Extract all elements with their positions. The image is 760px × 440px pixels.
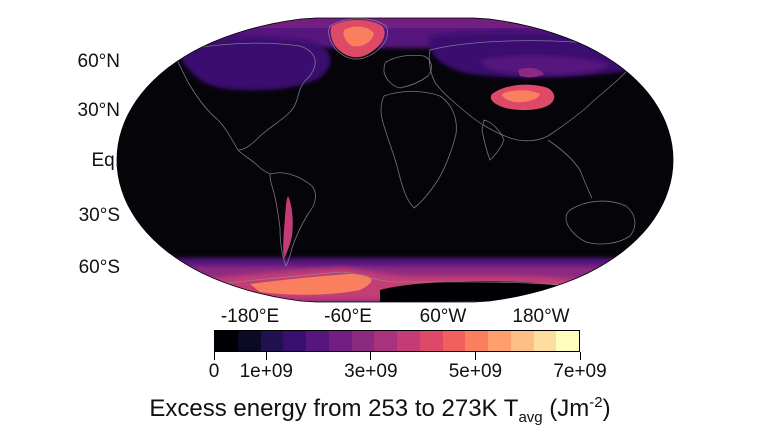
- colorbar-tick-mark-4: [579, 352, 581, 360]
- colorbar-title-sup: -2: [589, 394, 603, 411]
- colorbar-swatch-14: [533, 331, 557, 351]
- colorbar-title: Excess energy from 253 to 273K Tavg (Jm-…: [0, 394, 760, 426]
- coast-greenland: [328, 18, 388, 60]
- colorbar-tick-mark-1: [265, 352, 267, 360]
- siberia-shading-strong: [480, 55, 610, 75]
- colorbar-title-main: Excess energy from 253 to 273K T: [149, 395, 519, 422]
- antarctic-peninsula-hotspot: [250, 274, 372, 295]
- lat-label-30n: 30°N: [77, 100, 120, 121]
- colorbar-swatch-0: [215, 331, 238, 351]
- coast-africa: [380, 91, 457, 209]
- lat-label-60n: 60°N: [77, 51, 120, 72]
- lat-label-eq: Eq.: [91, 150, 120, 171]
- colorbar-swatch-4: [306, 331, 329, 351]
- coast-central-america: [237, 149, 271, 175]
- coast-north-america: [174, 42, 316, 151]
- coast-southeast-asia: [547, 139, 593, 199]
- north-america-shading: [175, 36, 331, 91]
- arctic-band-strong: [140, 18, 640, 28]
- tibet-hotspot-core: [502, 90, 540, 103]
- colorbar: [214, 330, 580, 352]
- colorbar-swatch-11: [465, 331, 488, 351]
- mongolia-shading: [518, 67, 544, 78]
- coast-south-america: [269, 172, 316, 267]
- coast-india: [481, 119, 505, 161]
- colorbar-tick-label-3: 5e+09: [448, 361, 503, 382]
- colorbar-title-unit: (Jm: [542, 395, 590, 422]
- colorbar-swatch-15: [556, 331, 579, 351]
- colorbar-swatch-9: [419, 331, 443, 351]
- colorbar-tick-label-2: 3e+09: [344, 361, 398, 382]
- coast-australia: [565, 200, 636, 245]
- colorbar-swatch-1: [237, 331, 261, 351]
- colorbar-tick-mark-0: [213, 352, 215, 360]
- map-border: [116, 17, 674, 303]
- greenland-hotspot-core: [343, 26, 374, 47]
- colorbar-title-sub: avg: [518, 408, 543, 426]
- colorbar-swatch-8: [397, 331, 420, 351]
- colorbar-tick-label-0: 0: [208, 361, 220, 382]
- colorbar-swatch-2: [260, 331, 284, 351]
- lon-label-m60e: -60°E: [324, 306, 372, 327]
- lon-label-m180e: -180°E: [220, 306, 280, 327]
- colorbar-swatch-7: [374, 331, 397, 351]
- lon-label-60w: 60°W: [419, 306, 467, 327]
- colorbar-swatch-12: [488, 331, 511, 351]
- coast-europe: [383, 54, 432, 89]
- lat-label-60s: 60°S: [78, 257, 120, 278]
- colorbar-tick-mark-2: [370, 352, 372, 360]
- colorbar-swatch-13: [510, 331, 534, 351]
- colorbar-title-close: ): [602, 395, 611, 422]
- colorbar-swatch-6: [351, 331, 375, 351]
- coast-antarctica: [129, 271, 611, 297]
- colorbar-tick-label-1: 1e+09: [239, 361, 293, 382]
- colorbar-swatch-3: [283, 331, 306, 351]
- lon-label-180w: 180°W: [512, 306, 570, 327]
- lat-label-30s: 30°S: [78, 205, 120, 226]
- colorbar-swatch-10: [442, 331, 466, 351]
- colorbar-tick-mark-3: [474, 352, 476, 360]
- andes-hotspot: [283, 196, 293, 260]
- colorbar-tick-label-4: 7e+09: [553, 361, 607, 382]
- colorbar-swatch-5: [328, 331, 352, 351]
